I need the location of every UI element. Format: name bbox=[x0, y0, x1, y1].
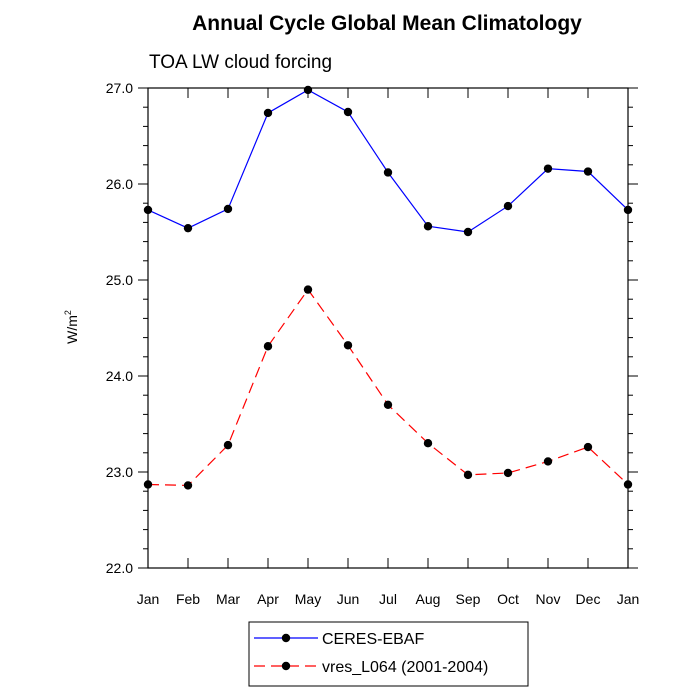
legend-marker-model bbox=[281, 661, 291, 671]
series-layer bbox=[143, 85, 633, 490]
data-point bbox=[263, 108, 273, 118]
svg-text:W/m2: W/m2 bbox=[63, 310, 80, 344]
legend-label-ceres: CERES-EBAF bbox=[322, 631, 424, 648]
data-point bbox=[423, 222, 433, 231]
chart-subtitle: TOA LW cloud forcing bbox=[149, 52, 332, 73]
data-point bbox=[503, 201, 513, 211]
data-point bbox=[383, 168, 393, 177]
x-tick-label: Apr bbox=[257, 591, 279, 607]
x-tick-label: Jan bbox=[617, 591, 640, 607]
x-tick-label: Dec bbox=[576, 591, 601, 607]
legend: CERES-EBAF vres_L064 (2001-2004) bbox=[248, 621, 529, 687]
x-tick-label: Feb bbox=[176, 591, 200, 607]
data-point bbox=[183, 481, 193, 490]
data-point bbox=[183, 223, 193, 233]
y-tick-label: 25.0 bbox=[106, 272, 133, 288]
y-tick-label: 26.0 bbox=[106, 176, 133, 192]
data-point bbox=[623, 205, 633, 215]
data-point bbox=[223, 204, 233, 214]
y-axis-label: W/m2 bbox=[63, 310, 80, 344]
data-point bbox=[303, 285, 313, 294]
y-axis-tick-labels: 22.0 23.0 24.0 25.0 26.0 27.0 bbox=[106, 80, 133, 576]
data-point bbox=[383, 400, 393, 409]
plot-frame bbox=[147, 87, 629, 569]
data-point bbox=[623, 480, 633, 489]
series-1 bbox=[143, 285, 633, 490]
series-line bbox=[147, 288, 629, 487]
data-point bbox=[503, 468, 513, 478]
y-tick-label: 23.0 bbox=[106, 464, 133, 480]
x-axis-tick-labels: Jan Feb Mar Apr May Jun Jul Aug Sep Oct Nov Dec Jan bbox=[137, 591, 640, 607]
x-tick-label: May bbox=[295, 591, 321, 607]
data-point bbox=[343, 341, 353, 350]
legend-marker-ceres bbox=[281, 633, 291, 643]
x-tick-label: Sep bbox=[456, 591, 481, 607]
chart-title: Annual Cycle Global Mean Climatology bbox=[192, 12, 582, 35]
y-tick-label: 24.0 bbox=[106, 368, 133, 384]
x-tick-label: Jul bbox=[379, 591, 397, 607]
y-axis-label-text: W/m bbox=[64, 315, 80, 344]
data-point bbox=[423, 439, 433, 448]
data-point bbox=[143, 205, 153, 215]
x-tick-label: Nov bbox=[536, 591, 561, 607]
data-point bbox=[543, 457, 553, 466]
data-point bbox=[463, 470, 473, 480]
legend-box bbox=[248, 621, 529, 687]
axis-ticks bbox=[138, 87, 638, 569]
x-tick-label: Oct bbox=[497, 591, 519, 607]
data-point bbox=[463, 227, 473, 237]
x-tick-label: Jan bbox=[137, 591, 160, 607]
data-point bbox=[263, 342, 273, 351]
x-tick-label: Jun bbox=[337, 591, 360, 607]
data-point bbox=[583, 167, 593, 176]
data-point bbox=[583, 442, 593, 452]
series-0 bbox=[143, 85, 633, 237]
data-point bbox=[543, 164, 553, 173]
y-tick-label: 22.0 bbox=[106, 560, 133, 576]
data-point bbox=[143, 480, 153, 489]
data-point bbox=[303, 85, 313, 95]
x-tick-label: Aug bbox=[416, 591, 441, 607]
x-tick-label: Mar bbox=[216, 591, 240, 607]
series-line bbox=[147, 89, 629, 233]
y-axis-label-superscript: 2 bbox=[63, 310, 73, 315]
data-point bbox=[223, 440, 233, 450]
y-tick-label: 27.0 bbox=[106, 80, 133, 96]
legend-label-model: vres_L064 (2001-2004) bbox=[322, 659, 488, 676]
data-point bbox=[343, 107, 353, 117]
